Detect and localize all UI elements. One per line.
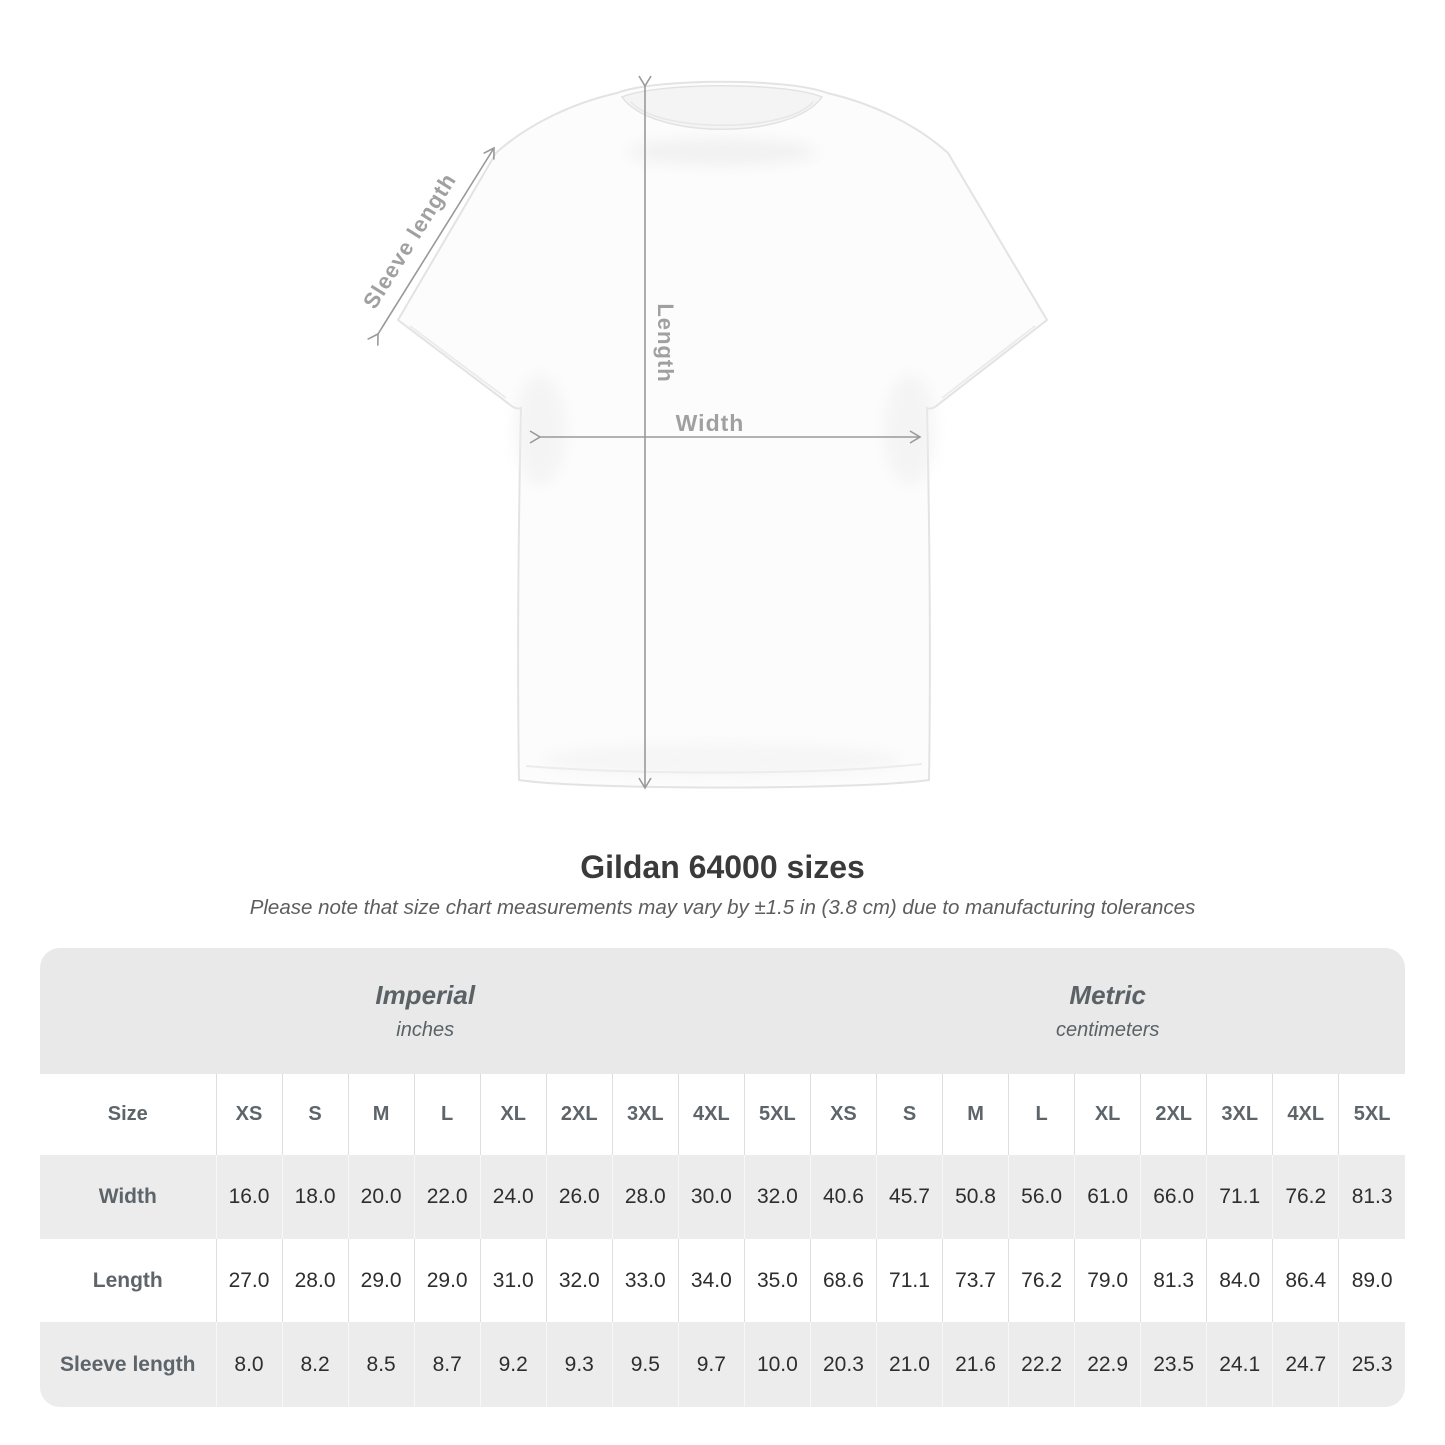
measurement-value-cell: 8.2 [281, 1322, 349, 1407]
measurement-value-cell: 71.1 [875, 1239, 943, 1322]
size-column-header: 3XL [611, 1074, 679, 1155]
sleeve-length-row-label: Sleeve length [60, 1352, 196, 1376]
tshirt-illustration [367, 75, 1049, 790]
size-column-header: S [281, 1074, 349, 1155]
measurement-value-cell: 30.0 [677, 1155, 745, 1239]
size-column-header: L [413, 1074, 481, 1155]
measurement-value-cell: 32.0 [545, 1239, 613, 1322]
measurement-value-cell: 79.0 [1074, 1239, 1141, 1322]
size-column-header: 4XL [1272, 1074, 1339, 1155]
measurement-value-cell: 32.0 [743, 1155, 811, 1239]
measurement-value-cell: 89.0 [1338, 1239, 1405, 1322]
length-label: Length [653, 303, 678, 383]
measurement-value-cell: 34.0 [677, 1239, 745, 1322]
length-row-label: Length [92, 1268, 163, 1292]
size-column-header: 5XL [1338, 1074, 1405, 1155]
width-row-label: Width [98, 1185, 157, 1208]
tshirt-diagram: Sleeve length Length Width [358, 75, 1049, 790]
measurement-value-cell: 73.7 [942, 1239, 1009, 1322]
measurement-value-cell: 24.7 [1272, 1322, 1339, 1407]
measurement-value-cell: 33.0 [611, 1239, 679, 1322]
size-table: Imperial inches Metric centimeters Size … [40, 948, 1405, 1407]
width-row: Width 16.0 18.0 20.0 22.0 24.0 26.0 28.0 30.0 32… [40, 1155, 1405, 1239]
measurement-value-cell: 28.0 [281, 1239, 349, 1322]
size-column-header: 5XL [743, 1074, 811, 1155]
size-column-header: 4XL [677, 1074, 745, 1155]
measurement-value-cell: 21.6 [942, 1322, 1009, 1407]
size-column-header: S [875, 1074, 943, 1155]
measurement-value-cell: 81.3 [1338, 1155, 1405, 1239]
measurement-value-cell: 29.0 [413, 1239, 481, 1322]
measurement-value-cell: 26.0 [545, 1155, 613, 1239]
sleeve-length-arrow [367, 146, 495, 346]
measurement-value-cell: 16.0 [215, 1155, 283, 1239]
size-column-header: XS [809, 1074, 877, 1155]
imperial-sublabel: inches [396, 1019, 455, 1041]
measurement-value-cell: 28.0 [611, 1155, 679, 1239]
size-row-label: Size [40, 1074, 216, 1155]
size-column-header: 2XL [545, 1074, 613, 1155]
size-table-container: Imperial inches Metric centimeters Size … [40, 948, 1405, 1407]
measurement-value-cell: 71.1 [1206, 1155, 1273, 1239]
measurement-value-cell: 8.7 [413, 1322, 481, 1407]
measurement-value-cell: 8.5 [347, 1322, 415, 1407]
tshirt-collar [620, 85, 824, 130]
measurement-value-cell: 22.0 [413, 1155, 481, 1239]
measurement-value-cell: 86.4 [1272, 1239, 1339, 1322]
size-header-row: Size XS S M L XL 2XL 3XL 4XL 5XL XS S M L XL 2XL 3XL 4XL… [40, 1074, 1405, 1155]
size-column-header: 2XL [1140, 1074, 1207, 1155]
measurement-value-cell: 9.2 [479, 1322, 547, 1407]
measurement-value-cell: 68.6 [809, 1239, 877, 1322]
metric-sublabel: centimeters [1056, 1019, 1160, 1041]
metric-header: Metric centimeters [810, 948, 1405, 1074]
size-column-header: M [942, 1074, 1009, 1155]
measurement-value-cell: 45.7 [875, 1155, 943, 1239]
measurement-value-cell: 84.0 [1206, 1239, 1273, 1322]
measurement-value-cell: 9.3 [545, 1322, 613, 1407]
page-title: Gildan 64000 sizes [580, 849, 865, 885]
measurement-value-cell: 29.0 [347, 1239, 415, 1322]
length-row: Length 27.0 28.0 29.0 29.0 31.0 32.0 33.0 34.0 3… [40, 1239, 1405, 1322]
size-column-header: M [347, 1074, 415, 1155]
measurement-value-cell: 27.0 [215, 1239, 283, 1322]
measurement-value-cell: 61.0 [1074, 1155, 1141, 1239]
measurement-value-cell: 9.7 [677, 1322, 745, 1407]
size-column-header: 3XL [1206, 1074, 1273, 1155]
measurement-value-cell: 81.3 [1140, 1239, 1207, 1322]
measurement-value-cell: 24.1 [1206, 1322, 1273, 1407]
measurement-value-cell: 23.5 [1140, 1322, 1207, 1407]
size-column-header: L [1008, 1074, 1075, 1155]
imperial-header: Imperial inches [40, 948, 811, 1074]
measurement-value-cell: 10.0 [743, 1322, 811, 1407]
measurement-value-cell: 9.5 [611, 1322, 679, 1407]
width-label: Width [675, 410, 745, 436]
measurement-value-cell: 35.0 [743, 1239, 811, 1322]
measurement-value-cell: 50.8 [942, 1155, 1009, 1239]
measurement-value-cell: 76.2 [1008, 1239, 1075, 1322]
size-column-header: XL [479, 1074, 547, 1155]
measurement-value-cell: 22.2 [1008, 1322, 1075, 1407]
imperial-label: Imperial [375, 980, 476, 1010]
measurement-value-cell: 20.3 [809, 1322, 877, 1407]
unit-header-row: Imperial inches Metric centimeters [40, 948, 1405, 1074]
measurement-value-cell: 66.0 [1140, 1155, 1207, 1239]
measurement-value-cell: 76.2 [1272, 1155, 1339, 1239]
tolerance-note: Please note that size chart measurements… [249, 896, 1196, 919]
metric-label: Metric [1069, 980, 1146, 1010]
measurement-value-cell: 40.6 [809, 1155, 877, 1239]
measurement-value-cell: 21.0 [875, 1322, 943, 1407]
size-column-header: XS [215, 1074, 283, 1155]
sleeve-length-row: Sleeve length 8.0 8.2 8.5 8.7 9.2 9.3 9.5 9.7 10… [40, 1322, 1405, 1407]
measurement-value-cell: 18.0 [281, 1155, 349, 1239]
measurement-value-cell: 31.0 [479, 1239, 547, 1322]
measurement-value-cell: 24.0 [479, 1155, 547, 1239]
measurement-value-cell: 56.0 [1008, 1155, 1075, 1239]
measurement-value-cell: 25.3 [1338, 1322, 1405, 1407]
measurement-value-cell: 22.9 [1074, 1322, 1141, 1407]
measurement-value-cell: 20.0 [347, 1155, 415, 1239]
measurement-value-cell: 8.0 [215, 1322, 283, 1407]
size-column-header: XL [1074, 1074, 1141, 1155]
